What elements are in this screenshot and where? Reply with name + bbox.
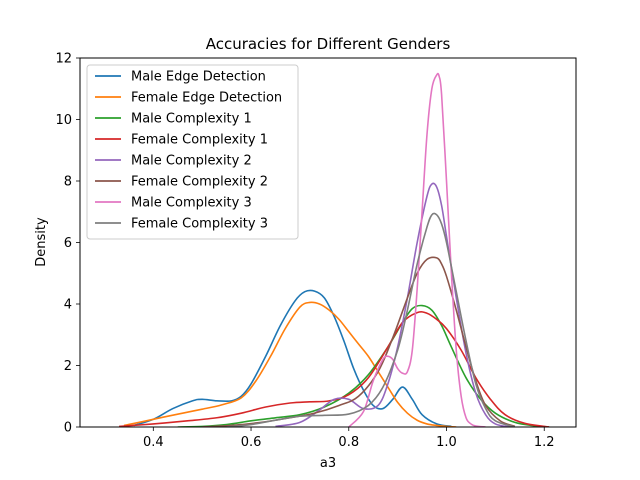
y-ticks: 0 2 4 6 8 10 12 [55, 52, 80, 436]
series-line-1 [133, 289, 452, 427]
y-tick-label: 2 [64, 359, 72, 374]
legend-label: Female Complexity 3 [131, 217, 268, 232]
series-line-7 [348, 72, 486, 427]
x-tick-label: 0.6 [241, 435, 262, 450]
legend: Male Edge Detection Female Edge Detection… [86, 64, 299, 240]
y-tick-label: 4 [64, 298, 72, 313]
series-line-2 [123, 301, 457, 427]
series-line-4 [119, 311, 550, 427]
x-tick-label: 1.0 [436, 435, 457, 450]
plot-lines [119, 72, 550, 427]
series-line-5 [275, 182, 511, 427]
y-tick-label: 8 [64, 175, 72, 190]
legend-label: Female Edge Detection [131, 91, 282, 106]
y-tick-label: 0 [64, 421, 72, 436]
legend-label: Male Complexity 1 [131, 112, 252, 127]
y-tick-label: 6 [64, 236, 72, 251]
legend-label: Male Complexity 2 [131, 154, 252, 169]
series-line-8 [226, 212, 516, 427]
y-axis-label: Density [34, 217, 49, 267]
x-tick-label: 0.8 [338, 435, 359, 450]
legend-label: Female Complexity 2 [131, 175, 268, 190]
legend-label: Female Complexity 1 [131, 133, 268, 148]
chart-title: Accuracies for Different Genders [206, 35, 451, 53]
y-tick-label: 10 [55, 113, 72, 128]
y-tick-label: 12 [55, 52, 72, 67]
x-axis-label: a3 [320, 456, 336, 471]
legend-box [86, 64, 299, 240]
x-tick-label: 1.2 [534, 435, 555, 450]
series-line-6 [202, 256, 516, 427]
legend-label: Male Edge Detection [131, 70, 266, 85]
x-ticks: 0.4 0.6 0.8 1.0 1.2 [143, 427, 555, 450]
series-line-3 [177, 304, 550, 427]
x-tick-label: 0.4 [143, 435, 164, 450]
legend-label: Male Complexity 3 [131, 196, 252, 211]
